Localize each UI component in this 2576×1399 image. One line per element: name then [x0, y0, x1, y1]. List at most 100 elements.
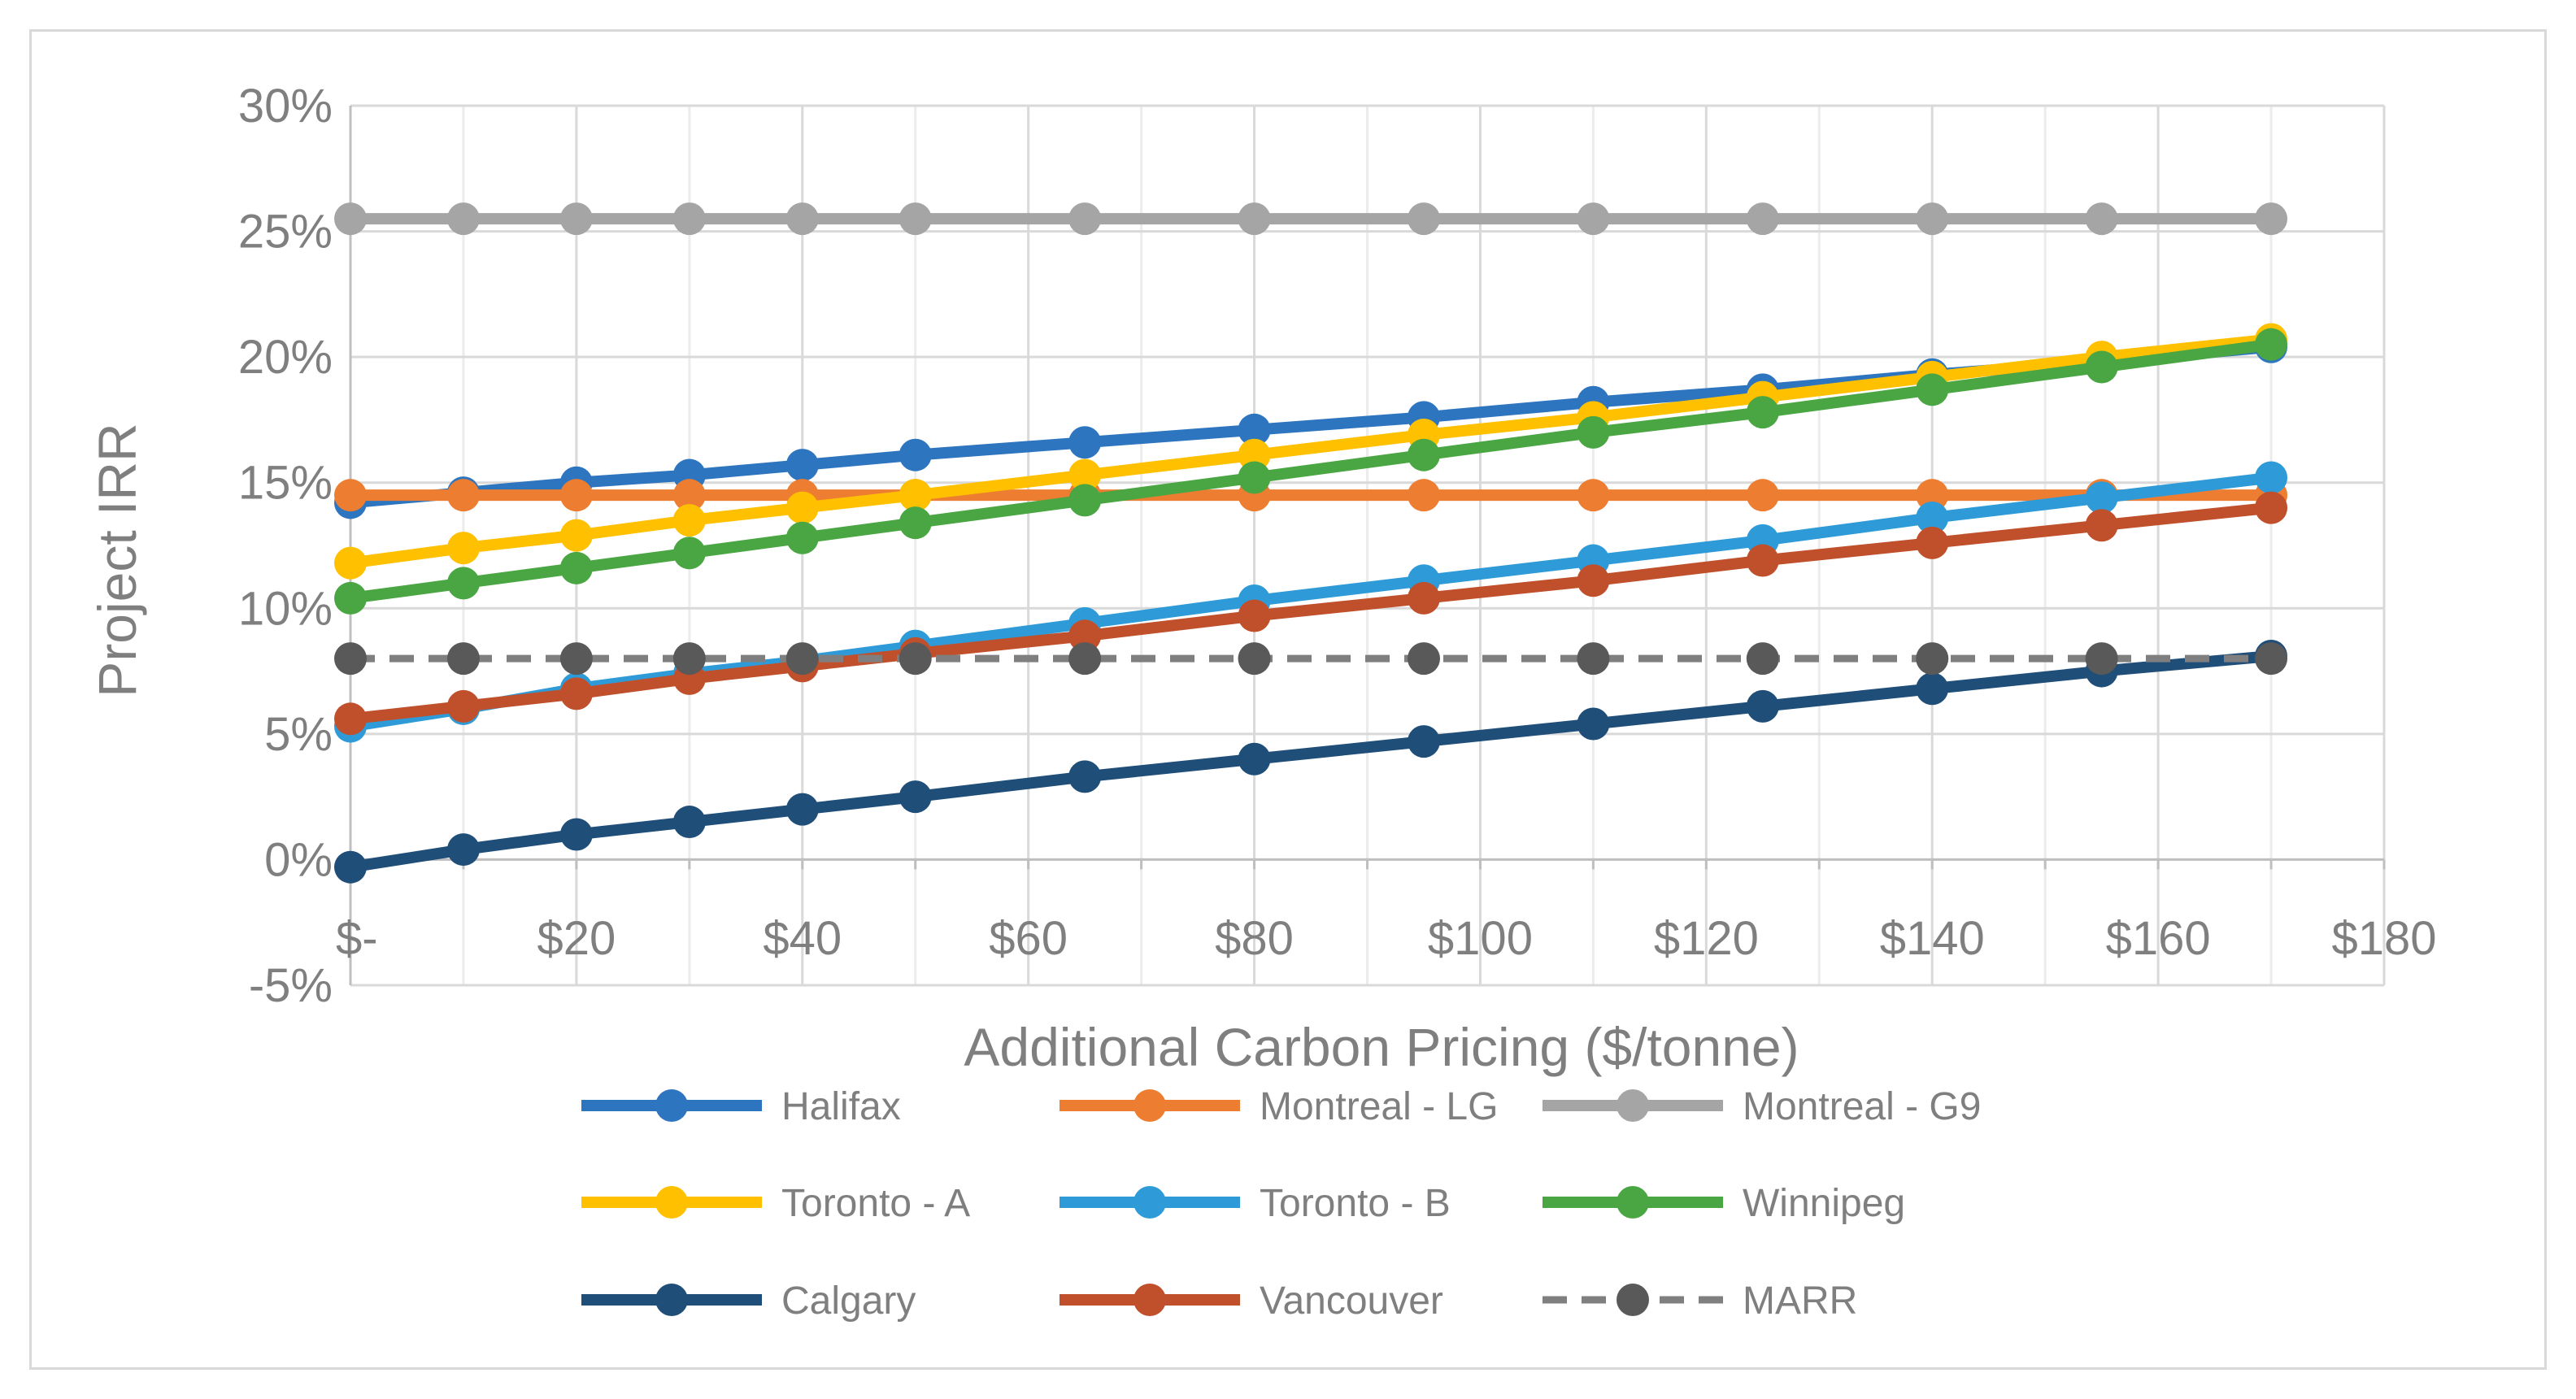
y-tick-label: 10%	[238, 582, 333, 635]
data-point	[1238, 742, 1271, 776]
x-tick-label: $40	[763, 912, 842, 965]
data-point	[672, 537, 706, 570]
legend-item-toronto-b: Toronto - B	[1060, 1182, 1451, 1225]
data-point	[2085, 350, 2118, 384]
data-point	[1577, 479, 1610, 512]
data-point	[1407, 202, 1440, 236]
legend-label: Calgary	[781, 1280, 916, 1323]
series-line-toronto-a	[345, 333, 2278, 569]
x-tick-label: $160	[2106, 912, 2211, 965]
legend-item-vancouver: Vancouver	[1060, 1280, 1443, 1323]
series-line-vancouver	[345, 502, 2278, 725]
y-tick-label: -5%	[249, 959, 333, 1012]
legend-swatch-marker	[655, 1186, 688, 1219]
legend-label: Vancouver	[1260, 1280, 1443, 1323]
data-point	[785, 642, 819, 676]
y-axis-title: Project IRR	[87, 423, 147, 697]
series-winnipeg	[334, 328, 2288, 615]
x-tick-label: $60	[989, 912, 1068, 965]
data-point	[785, 202, 819, 236]
legend-swatch-marker	[1617, 1284, 1649, 1316]
legend-swatch-marker	[1134, 1284, 1166, 1316]
data-point	[446, 642, 480, 676]
x-tick-label: $80	[1215, 912, 1294, 965]
legend-swatch-marker	[1617, 1186, 1649, 1219]
data-point	[2085, 481, 2118, 515]
y-tick-label: 0%	[264, 833, 333, 886]
data-point	[1407, 479, 1440, 512]
data-point	[334, 479, 367, 512]
data-point	[559, 677, 593, 710]
data-point	[1916, 479, 1949, 512]
data-point	[446, 202, 480, 236]
chart-frame: -5% 0% 5% 10% 15% 20% 25% 30% $- $20 $40 $60 $80 $100…	[29, 29, 2547, 1370]
data-point	[1407, 438, 1440, 471]
line-chart: -5% 0% 5% 10% 15% 20% 25% 30% $- $20 $40 $60 $80 $100…	[87, 80, 2437, 1323]
data-point	[334, 202, 367, 236]
x-axis-title: Additional Carbon Pricing ($/tonne)	[964, 1017, 1799, 1077]
y-tick-label: 30%	[238, 80, 333, 133]
data-point	[1407, 642, 1440, 676]
data-point	[2255, 461, 2288, 494]
y-tick-label: 5%	[264, 708, 333, 761]
data-point	[559, 642, 593, 676]
x-tick-label: $100	[1428, 912, 1533, 965]
data-point	[334, 581, 367, 615]
data-point	[2255, 328, 2288, 361]
legend-item-calgary: Calgary	[581, 1280, 916, 1323]
series-line-calgary	[345, 650, 2278, 873]
series-line-winnipeg	[345, 338, 2278, 604]
data-point	[1916, 501, 1949, 534]
data-point	[559, 202, 593, 236]
data-point	[2085, 202, 2118, 236]
data-point	[334, 702, 367, 736]
data-point	[1916, 202, 1949, 236]
data-point	[672, 806, 706, 839]
data-point	[1746, 202, 1779, 236]
data-point	[1068, 760, 1102, 793]
data-point	[559, 551, 593, 584]
data-point	[559, 519, 593, 552]
data-point	[1577, 202, 1610, 236]
legend-swatch-marker	[1134, 1089, 1166, 1122]
data-point	[559, 818, 593, 851]
legend-label: Toronto - A	[781, 1182, 970, 1225]
series-montreal-g9	[334, 202, 2288, 236]
legend-item-marr: MARR	[1543, 1280, 1857, 1323]
data-point	[1746, 479, 1779, 512]
data-point	[1577, 707, 1610, 741]
data-point	[559, 479, 593, 512]
data-point	[334, 850, 367, 884]
data-point	[1746, 689, 1779, 723]
data-point	[1238, 461, 1271, 494]
data-point	[1068, 484, 1102, 517]
data-point	[1068, 426, 1102, 459]
data-point	[672, 479, 706, 512]
data-point	[785, 449, 819, 482]
legend: Halifax Montreal - LG Montreal - G9 Toronto…	[581, 1085, 1981, 1323]
legend-label: Toronto - B	[1260, 1182, 1451, 1225]
data-point	[1068, 202, 1102, 236]
tick-labels: -5% 0% 5% 10% 15% 20% 25% 30% $- $20 $40 $60 $80 $100…	[238, 80, 2437, 1012]
data-point	[899, 642, 932, 676]
data-point	[1238, 202, 1271, 236]
data-point	[785, 521, 819, 554]
data-point	[1238, 599, 1271, 632]
data-point	[899, 438, 932, 471]
data-point	[1577, 642, 1610, 676]
data-point	[1746, 544, 1779, 577]
legend-item-montreal-lg: Montreal - LG	[1060, 1085, 1498, 1128]
data-point	[1238, 438, 1271, 471]
series-marr	[334, 642, 2288, 676]
data-point	[1577, 564, 1610, 597]
data-point	[2085, 642, 2118, 676]
data-point	[2085, 509, 2118, 542]
data-point	[1068, 619, 1102, 653]
legend-label: Montreal - LG	[1260, 1085, 1498, 1128]
x-tick-label: $120	[1654, 912, 1759, 965]
data-point	[334, 642, 367, 676]
data-point	[2255, 202, 2288, 236]
y-tick-label: 20%	[238, 331, 333, 384]
data-point	[1916, 672, 1949, 706]
data-point	[1916, 373, 1949, 406]
